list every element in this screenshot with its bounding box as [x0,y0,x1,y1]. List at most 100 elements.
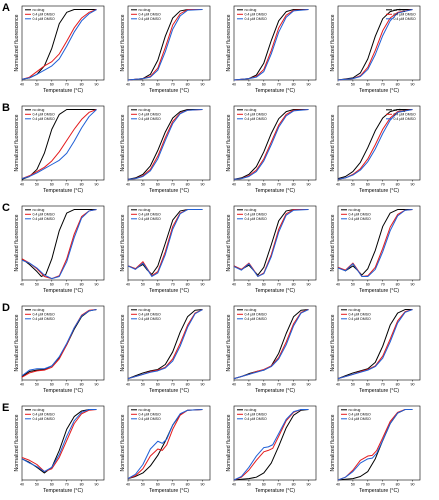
x-tick-label: 40 [336,383,340,387]
series-line-no-drug [233,109,309,180]
x-tick-label: 80 [80,83,84,87]
x-axis-label: Temperature (°C) [43,388,83,394]
series-line-drug-2 [127,309,203,380]
x-tick-label: 60 [366,283,370,287]
x-tick-label: 90 [201,183,205,187]
x-axis-label: Temperature (°C) [149,388,189,394]
x-tick-label: 60 [156,183,160,187]
series-line-drug-1 [127,409,203,480]
x-tick-label: 70 [171,183,175,187]
series-line-drug-2 [233,9,309,81]
legend-label: 0.4 μM DMSO [245,117,268,121]
x-tick-label: 60 [366,83,370,87]
chart-panel: 40 50 60 70 80 90 Temperature (°C) Normalized f… [120,5,211,94]
legend-label: 0.4 μM DMSO [394,17,417,21]
x-tick-label: 90 [307,83,311,87]
row-label-b: B [2,102,10,114]
series-line-drug-2 [127,109,203,180]
x-tick-label: 60 [50,83,54,87]
plot-frame [21,105,105,181]
row-label-d: D [2,302,10,314]
x-tick-label: 40 [126,183,130,187]
series-line-no-drug [21,209,97,277]
x-tick-label: 40 [336,83,340,87]
x-axis-label: Temperature (°C) [255,88,295,94]
plot-frame [21,305,105,381]
x-tick-label: 40 [232,83,236,87]
x-tick-label: 90 [201,83,205,87]
series-line-drug-2 [127,209,203,277]
x-axis-label: Temperature (°C) [359,288,399,294]
chart-panels: 40 50 60 70 80 90 Temperature (°C) Normalized f… [14,5,421,494]
legend-label: 0.4 μM DMSO [245,213,268,217]
legend-label: 0.4 μM DMSO [139,117,162,121]
legend-label: 0.4 μM DMSO [349,413,372,417]
x-tick-label: 40 [336,483,340,487]
x-tick-label: 70 [381,483,385,487]
chart-panel: 40 50 60 70 80 90 Temperature (°C) Normalized f… [330,105,421,194]
x-tick-label: 60 [50,283,54,287]
x-tick-label: 50 [35,283,39,287]
x-tick-label: 80 [396,183,400,187]
legend-label: 0.4 μM DMSO [33,13,56,17]
x-tick-label: 90 [307,383,311,387]
x-axis-label: Temperature (°C) [43,88,83,94]
x-tick-label: 40 [20,483,24,487]
x-tick-label: 90 [411,283,415,287]
y-axis-label: Normalized fluorescence [226,214,232,271]
plot-frame [233,305,317,381]
x-axis-label: Temperature (°C) [359,88,399,94]
legend-label: 0.4 μM DMSO [33,413,56,417]
x-tick-label: 90 [201,483,205,487]
legend-label: 0.4 μM DMSO [33,217,56,221]
x-tick-label: 60 [366,383,370,387]
x-tick-label: 60 [50,383,54,387]
plot-frame [337,205,421,281]
x-tick-label: 60 [262,283,266,287]
chart-panel: 40 50 60 70 80 90 Temperature (°C) Normalized f… [120,105,211,194]
legend-label: 0.4 μM DMSO [139,217,162,221]
legend-label: 0.4 μM DMSO [245,413,268,417]
legend-label: 0.4 μM DMSO [33,317,56,321]
chart-panel: 40 50 60 70 80 90 Temperature (°C) Normalized f… [330,405,421,494]
y-axis-label: Normalized fluorescence [226,414,232,471]
x-tick-label: 70 [65,383,69,387]
legend-label: 0.4 μM DMSO [139,13,162,17]
series-line-drug-2 [337,9,413,81]
x-tick-label: 40 [20,383,24,387]
legend-label: no drug [33,8,45,12]
x-tick-label: 40 [126,83,130,87]
legend-label: no drug [33,208,45,212]
y-axis-label: Normalized fluorescence [14,414,20,471]
x-tick-label: 70 [277,283,281,287]
plot-frame [127,405,211,481]
x-tick-label: 70 [171,383,175,387]
plot-frame [127,305,211,381]
x-tick-label: 40 [20,283,24,287]
series-line-drug-2 [337,209,413,277]
x-axis-label: Temperature (°C) [255,388,295,394]
x-axis-label: Temperature (°C) [149,488,189,494]
chart-panel: 40 50 60 70 80 90 Temperature (°C) Normalized f… [14,405,105,494]
x-tick-label: 90 [307,283,311,287]
x-axis-label: Temperature (°C) [43,488,83,494]
plot-frame [233,405,317,481]
x-tick-label: 50 [351,483,355,487]
x-tick-label: 50 [141,83,145,87]
x-tick-label: 80 [186,383,190,387]
legend-label: no drug [349,208,361,212]
legend-label: no drug [139,108,151,112]
series-line-drug-1 [21,309,97,378]
series-line-drug-2 [21,309,97,377]
x-tick-label: 80 [396,283,400,287]
x-tick-label: 60 [366,183,370,187]
y-axis-label: Normalized fluorescence [330,314,336,371]
legend-label: no drug [33,108,45,112]
chart-panel: 40 50 60 70 80 90 Temperature (°C) Normalized f… [14,205,105,294]
x-tick-label: 90 [201,283,205,287]
x-tick-label: 90 [95,483,99,487]
x-tick-label: 50 [35,383,39,387]
legend-label: 0.4 μM DMSO [394,117,417,121]
legend-label: 0.4 μM DMSO [33,117,56,121]
y-axis-label: Normalized fluorescence [330,14,336,71]
